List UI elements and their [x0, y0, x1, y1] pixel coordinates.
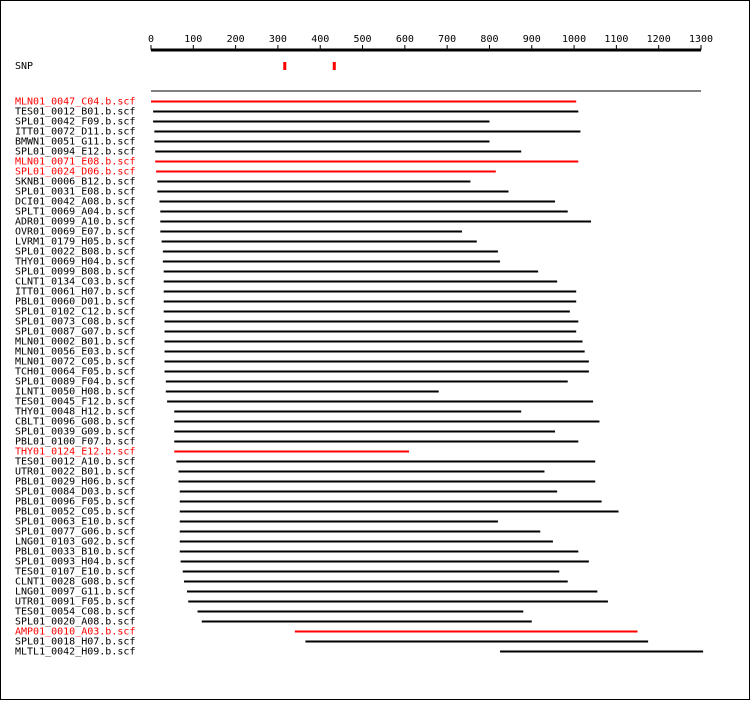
read-label: MLN01_0047_C04.b.scf: [15, 97, 135, 108]
read-label: UTR01_0091_F05.b.scf: [15, 597, 135, 608]
read-label: SPL01_0022_B08.b.scf: [15, 247, 135, 258]
read-label: SPL01_0094_E12.b.scf: [15, 147, 135, 158]
read-label: SPL01_0042_F09.b.scf: [15, 117, 135, 128]
read-label: DCI01_0042_A08.b.scf: [15, 197, 135, 208]
read-label: SPLT1_0069_A04.b.scf: [15, 207, 135, 218]
read-label: THY01_0069_H04.b.scf: [15, 257, 135, 268]
read-label: PBL01_0033_B10.b.scf: [15, 547, 135, 558]
read-label: MLN01_0071_E08.b.scf: [15, 157, 135, 168]
read-label: TES01_0054_C08.b.scf: [15, 607, 135, 618]
read-label: PBL01_0096_F05.b.scf: [15, 497, 135, 508]
read-label: ILNT1_0050_H08.b.scf: [15, 387, 135, 398]
read-label: SPL01_0073_C08.b.scf: [15, 317, 135, 328]
snp-marker: [332, 62, 336, 70]
read-label: BMWN1_0051_G11.b.scf: [15, 137, 135, 148]
read-label: MLN01_0072_C05.b.scf: [15, 357, 135, 368]
axis-tick-label: 1300: [689, 34, 713, 45]
read-label: THY01_0048_H12.b.scf: [15, 407, 135, 418]
read-label: CLNT1_0028_G08.b.scf: [15, 577, 135, 588]
axis-tick-label: 1100: [604, 34, 628, 45]
read-label: TES01_0012_A10.b.scf: [15, 457, 135, 468]
read-label: SPL01_0020_A08.b.scf: [15, 617, 135, 628]
read-label: AMP01_0010_A03.b.scf: [15, 627, 135, 638]
read-label: SKNB1_0006_B12.b.scf: [15, 177, 135, 188]
read-label: LVRM1_0179_H05.b.scf: [15, 237, 135, 248]
read-label: SPL01_0039_G09.b.scf: [15, 427, 135, 438]
reads-list: MLN01_0047_C04.b.scfTES01_0012_B01.b.scf…: [15, 97, 704, 658]
axis-tick-label: 1000: [562, 34, 586, 45]
axis-tick-label: 1200: [647, 34, 671, 45]
read-label: MLN01_0002_B01.b.scf: [15, 337, 135, 348]
read-label: SPL01_0099_B08.b.scf: [15, 267, 135, 278]
read-label: TES01_0107_E10.b.scf: [15, 567, 135, 578]
read-label: PBL01_0052_C05.b.scf: [15, 507, 135, 518]
read-label: SPL01_0084_D03.b.scf: [15, 487, 135, 498]
axis-tick-label: 800: [480, 34, 498, 45]
read-label: PBL01_0100_F07.b.scf: [15, 437, 135, 448]
axis-tick-label: 200: [227, 34, 245, 45]
read-label: SPL01_0063_E10.b.scf: [15, 517, 135, 528]
read-label: CBLT1_0096_G08.b.scf: [15, 417, 135, 428]
read-label: SPL01_0031_E08.b.scf: [15, 187, 135, 198]
read-label: PBL01_0060_D01.b.scf: [15, 297, 135, 308]
axis-tick-label: 600: [396, 34, 414, 45]
read-label: TES01_0012_B01.b.scf: [15, 107, 135, 118]
read-label: SPL01_0102_C12.b.scf: [15, 307, 135, 318]
read-label: ADR01_0099_A10.b.scf: [15, 217, 135, 228]
read-label: ITT01_0061_H07.b.scf: [15, 287, 135, 298]
axis-tick-label: 0: [148, 34, 154, 45]
read-label: MLN01_0056_E03.b.scf: [15, 347, 135, 358]
read-label: SPL01_0093_H04.b.scf: [15, 557, 135, 568]
axis-tick-label: 400: [311, 34, 329, 45]
read-label: CLNT1_0134_C03.b.scf: [15, 277, 135, 288]
read-label: LNG01_0097_G11.b.scf: [15, 587, 135, 598]
position-axis: 0 100 200 300 400 500 600 700 800 900 1000 1100 1200…: [148, 34, 713, 52]
read-label: UTR01_0022_B01.b.scf: [15, 467, 135, 478]
read-label: SPL01_0024_D06.b.scf: [15, 167, 135, 178]
snp-track: SNP: [15, 61, 336, 72]
read-label: TCH01_0064_F05.b.scf: [15, 367, 135, 378]
axis-tick-label: 700: [438, 34, 456, 45]
axis-tick-label: 500: [354, 34, 372, 45]
read-label: PBL01_0029_H06.b.scf: [15, 477, 135, 488]
axis-tick-label: 300: [269, 34, 287, 45]
read-label: MLTL1_0042_H09.b.scf: [15, 647, 135, 658]
read-label: THY01_0124_E12.b.scf: [15, 447, 135, 458]
read-label: SPL01_0089_F04.b.scf: [15, 377, 135, 388]
read-label: OVR01_0069_E07.b.scf: [15, 227, 135, 238]
read-label: SPL01_0087_G07.b.scf: [15, 327, 135, 338]
axis-tick-label: 100: [184, 34, 202, 45]
axis-tick-label: 900: [523, 34, 541, 45]
snp-marker: [283, 62, 287, 70]
read-label: SPL01_0018_H07.b.scf: [15, 637, 135, 648]
read-label: LNG01_0103_G02.b.scf: [15, 537, 135, 548]
read-label: TES01_0045_F12.b.scf: [15, 397, 135, 408]
read-label: ITT01_0072_D11.b.scf: [15, 127, 135, 138]
snp-label: SNP: [15, 61, 33, 72]
read-label: SPL01_0077_G06.b.scf: [15, 527, 135, 538]
